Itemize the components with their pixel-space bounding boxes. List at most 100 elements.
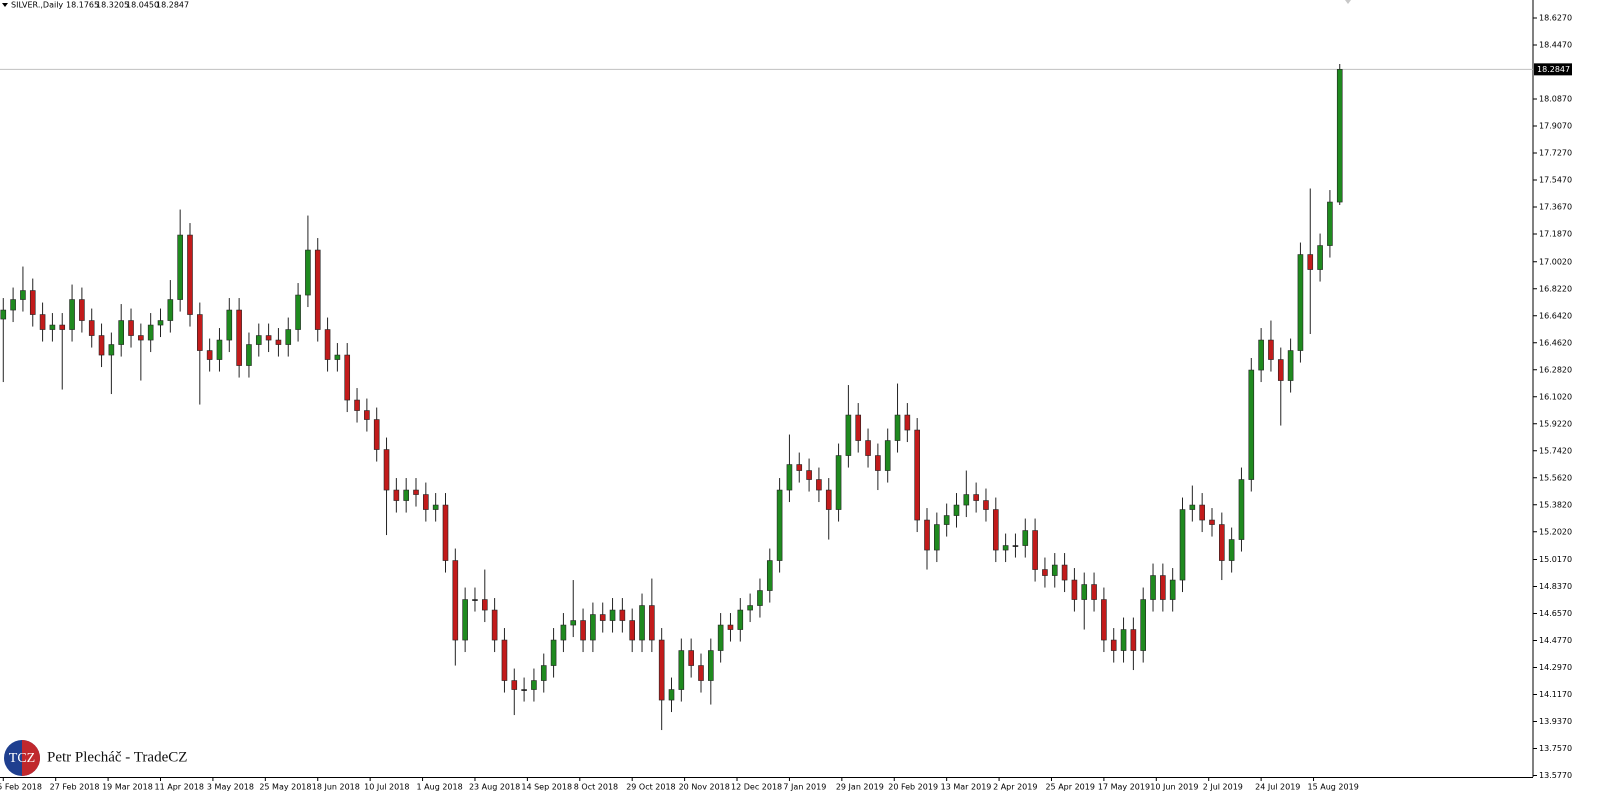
- candle-body: [1051, 564, 1058, 576]
- candle-body: [314, 249, 321, 330]
- x-tick-label: 29 Oct 2018: [626, 783, 675, 792]
- candle-body: [865, 440, 871, 456]
- candle-body: [816, 479, 822, 491]
- candle-body: [442, 504, 449, 561]
- candle-body: [708, 650, 714, 681]
- candle-body: [344, 354, 351, 401]
- candle-body: [364, 410, 370, 420]
- y-tick-label: 14.2970: [1539, 663, 1572, 672]
- candle-body: [39, 314, 46, 330]
- candle-body: [69, 299, 75, 330]
- x-tick-label: 11 Apr 2018: [155, 783, 204, 792]
- candle-body: [934, 524, 940, 551]
- candle-body: [1297, 254, 1304, 351]
- candle-body: [1032, 530, 1038, 570]
- candle-body: [1317, 245, 1323, 270]
- candle-body: [943, 515, 950, 525]
- candle-body: [49, 324, 56, 330]
- candle-body: [413, 489, 419, 495]
- x-tick-label: 25 Apr 2019: [1045, 783, 1094, 792]
- candle-body: [295, 294, 301, 330]
- y-tick-label: 17.9070: [1539, 122, 1572, 131]
- candle-body: [29, 290, 36, 315]
- candle-body: [1101, 599, 1107, 641]
- x-tick-label: 18 Jun 2018: [312, 783, 360, 792]
- candle-body: [668, 689, 675, 701]
- candle-body: [452, 560, 459, 641]
- x-tick-label: 29 Jan 2019: [836, 783, 884, 792]
- candle-body: [20, 290, 26, 300]
- candle-body: [423, 494, 429, 510]
- candle-body: [481, 599, 488, 611]
- candle-body: [983, 500, 989, 510]
- candle-body: [1150, 575, 1156, 600]
- candle-body: [79, 299, 85, 321]
- candle-body: [128, 320, 134, 336]
- candle-body: [649, 605, 655, 641]
- candles: [0, 63, 1343, 731]
- candle-body: [1307, 254, 1314, 270]
- candle-body: [285, 329, 292, 345]
- candle-body: [393, 489, 400, 501]
- candle-body: [59, 324, 66, 330]
- watermark: TCZ Petr Plecháč - TradeCZ: [4, 740, 187, 776]
- candle-body: [1012, 545, 1019, 547]
- candle-body: [904, 414, 911, 431]
- candle-body: [1277, 359, 1284, 381]
- candle-body: [157, 320, 164, 326]
- candle-body: [727, 624, 734, 630]
- y-tick-label: 14.6570: [1539, 609, 1572, 618]
- x-tick-label: 8 Oct 2018: [574, 783, 618, 792]
- candle-body: [688, 650, 694, 666]
- candle-body: [236, 309, 242, 366]
- candle-body: [1258, 339, 1264, 371]
- candle-body: [1327, 201, 1333, 246]
- x-tick-label: 5 Feb 2018: [0, 783, 42, 792]
- candle-body: [147, 324, 154, 341]
- candle-body: [550, 639, 557, 666]
- candle-body: [1189, 504, 1196, 510]
- candle-body: [305, 249, 311, 296]
- x-tick-label: 1 Aug 2018: [417, 783, 463, 792]
- candle-body: [255, 335, 262, 345]
- candle-body: [118, 320, 124, 345]
- x-tick-label: 7 Jan 2019: [783, 783, 826, 792]
- candle-body: [472, 599, 478, 601]
- candle-body: [786, 464, 793, 491]
- x-tick-label: 24 Jul 2019: [1255, 783, 1300, 792]
- candle-body: [226, 309, 233, 341]
- y-tick-label: 15.2020: [1539, 527, 1572, 536]
- candle-body: [678, 650, 685, 690]
- candle-body: [403, 489, 409, 501]
- x-tick-label: 20 Feb 2019: [888, 783, 938, 792]
- candle-body: [1219, 524, 1225, 561]
- y-tick-label: 17.0020: [1539, 257, 1572, 266]
- x-tick-label: 10 Jul 2018: [364, 783, 409, 792]
- candle-body: [737, 609, 744, 630]
- candle-body: [501, 639, 508, 681]
- candle-body: [1179, 509, 1186, 581]
- x-tick-label: 2 Jul 2019: [1203, 783, 1243, 792]
- candle-body: [619, 609, 626, 621]
- candle-body: [462, 599, 468, 641]
- candle-body: [246, 344, 252, 366]
- candle-body: [776, 489, 783, 561]
- candle-body: [167, 299, 174, 321]
- y-tick-label: 16.4620: [1539, 338, 1572, 347]
- y-tick-label: 18.4470: [1539, 41, 1572, 50]
- x-tick-label: 2 Apr 2019: [993, 783, 1037, 792]
- y-tick-label: 17.5470: [1539, 176, 1572, 185]
- candle-body: [570, 620, 577, 626]
- candle-body: [354, 399, 360, 411]
- candle-body: [108, 344, 115, 356]
- candle-body: [373, 419, 380, 450]
- y-tick-label: 16.8220: [1539, 284, 1572, 293]
- candle-body: [531, 680, 537, 690]
- candle-body: [855, 414, 862, 441]
- header-symbol: SILVER.,Daily: [11, 1, 63, 10]
- candle-body: [875, 455, 881, 471]
- candle-body: [334, 354, 341, 360]
- y-tick-label: 16.6420: [1539, 311, 1572, 320]
- candle-body: [206, 350, 213, 360]
